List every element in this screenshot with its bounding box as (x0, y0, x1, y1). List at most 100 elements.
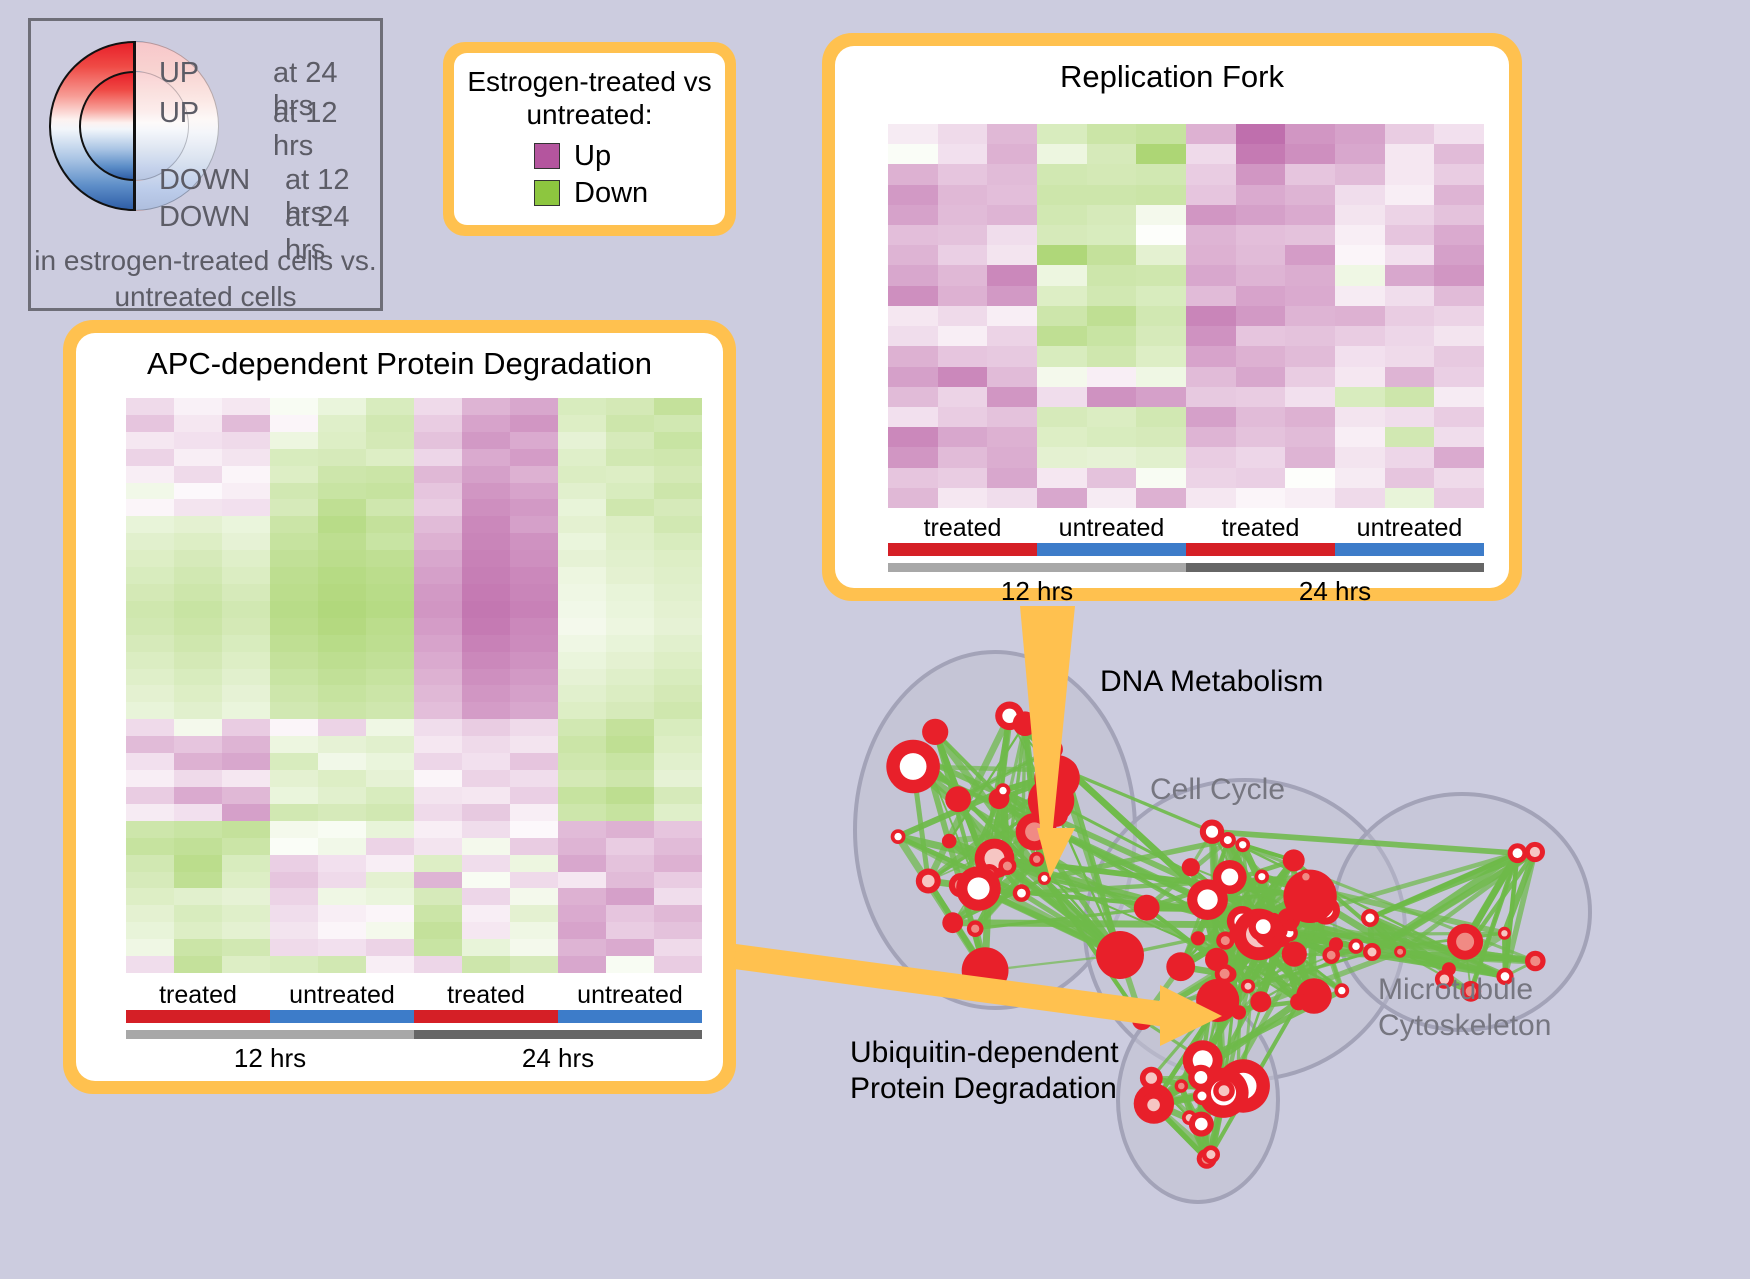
heatmap-cell (510, 516, 558, 534)
network-node[interactable] (941, 833, 957, 849)
heatmap-cell (414, 668, 462, 686)
heatmap-cell (558, 736, 606, 754)
network-node[interactable] (1166, 952, 1196, 982)
network-node[interactable] (961, 947, 1009, 994)
heatmap-cell (606, 786, 654, 804)
heatmap-cell (414, 584, 462, 601)
heatmap-cell (174, 719, 222, 737)
network-node[interactable] (1281, 941, 1307, 967)
network-node-core (1367, 947, 1377, 957)
heatmap-cell (462, 888, 510, 906)
heatmap-cell (606, 533, 654, 551)
heatmap-cell (126, 482, 174, 500)
heatmap-cell (222, 820, 270, 838)
heatmap-cell (174, 668, 222, 686)
network-node[interactable] (1283, 869, 1337, 923)
down-label: Down (574, 176, 649, 209)
heatmap-cell (606, 634, 654, 652)
heatmap-cell (606, 567, 654, 585)
network-node[interactable] (1181, 858, 1200, 877)
heatmap-cell (1384, 245, 1435, 266)
network-node[interactable] (1132, 1010, 1152, 1030)
heatmap-cell (1037, 164, 1087, 185)
heatmap-cell (606, 753, 654, 771)
network-node[interactable] (1285, 919, 1298, 932)
heatmap-cell (222, 871, 270, 889)
network-node-core (1255, 919, 1271, 934)
heatmap-cell (1086, 366, 1137, 387)
heatmap-cell (888, 204, 938, 226)
network-node-core (1465, 986, 1476, 997)
heatmap-cell (222, 736, 270, 754)
heatmap-cell (1235, 245, 1286, 266)
heatmap-cell (1086, 225, 1137, 246)
network-node[interactable] (922, 718, 949, 745)
heatmap-cell (366, 448, 414, 466)
heatmap-cell (1285, 447, 1335, 468)
network-node[interactable] (1012, 711, 1038, 736)
heatmap-cell (558, 753, 606, 771)
network-node-core (1338, 986, 1346, 995)
heatmap-cell (222, 617, 270, 635)
network-node[interactable] (945, 786, 971, 813)
heatmap-cell (937, 245, 988, 266)
heatmap-cell (222, 465, 270, 483)
heatmap-cell (174, 786, 222, 804)
heatmap-cell (987, 427, 1037, 448)
heatmap-cell (654, 820, 702, 838)
network-node[interactable] (1027, 777, 1075, 824)
network-node-core (1147, 1098, 1160, 1112)
heatmap-cell (937, 346, 988, 367)
heatmap-cell (270, 651, 318, 669)
heatmap-cell (510, 854, 558, 872)
heatmap-cell (888, 447, 938, 468)
heatmap-cell (558, 584, 606, 601)
heatmap-cell (318, 888, 366, 906)
heatmap-replication-fork (888, 124, 1484, 508)
heatmap-cell (888, 366, 938, 387)
heatmap-cell (1186, 265, 1236, 286)
heatmap-cell (270, 465, 318, 483)
network-node[interactable] (1196, 978, 1240, 1023)
heatmap-cell (558, 668, 606, 686)
heatmap-cell (1384, 305, 1435, 327)
heatmap-cell (318, 414, 366, 432)
network-node[interactable] (1282, 849, 1305, 872)
network-node[interactable] (1250, 991, 1272, 1013)
heatmap-cell (222, 888, 270, 906)
heatmap-cell (462, 398, 510, 415)
heatmap-cell (222, 567, 270, 585)
heatmap-cell (462, 939, 510, 957)
heatmap-cell (414, 567, 462, 585)
heatmap-cell (1335, 305, 1385, 327)
heatmap-cell (1186, 346, 1236, 367)
heatmap-cell (222, 414, 270, 432)
heatmap-cell (654, 871, 702, 889)
network-node[interactable] (942, 912, 964, 934)
heatmap-cell (318, 871, 366, 889)
heatmap-cell (510, 431, 558, 449)
heatmap-cell (1136, 366, 1186, 387)
heatmap-cell (126, 550, 174, 568)
network-node[interactable] (1290, 993, 1308, 1011)
timepoint-labels-rf: 12 hrs 24 hrs (888, 576, 1484, 607)
heatmap-cell (987, 124, 1037, 145)
network-node-core (1365, 913, 1375, 923)
heatmap-cell (174, 448, 222, 466)
condition-color-bars-rf (888, 543, 1484, 556)
heatmap-cell (888, 406, 938, 428)
heatmap-cell (462, 448, 510, 466)
network-node[interactable] (1190, 931, 1206, 946)
heatmap-cell (1086, 447, 1137, 468)
heatmap-cell (1434, 204, 1484, 226)
heatmap-cell (270, 736, 318, 754)
heatmap-cell (1384, 285, 1435, 306)
network-node[interactable] (1133, 894, 1160, 921)
network-node[interactable] (1096, 931, 1144, 979)
heatmap-cell (606, 431, 654, 449)
heatmap-cell (1037, 305, 1087, 327)
heatmap-cell (126, 634, 174, 652)
network-node-core (1244, 982, 1252, 990)
heatmap-cell (366, 871, 414, 889)
heatmap-cell (1335, 406, 1385, 428)
